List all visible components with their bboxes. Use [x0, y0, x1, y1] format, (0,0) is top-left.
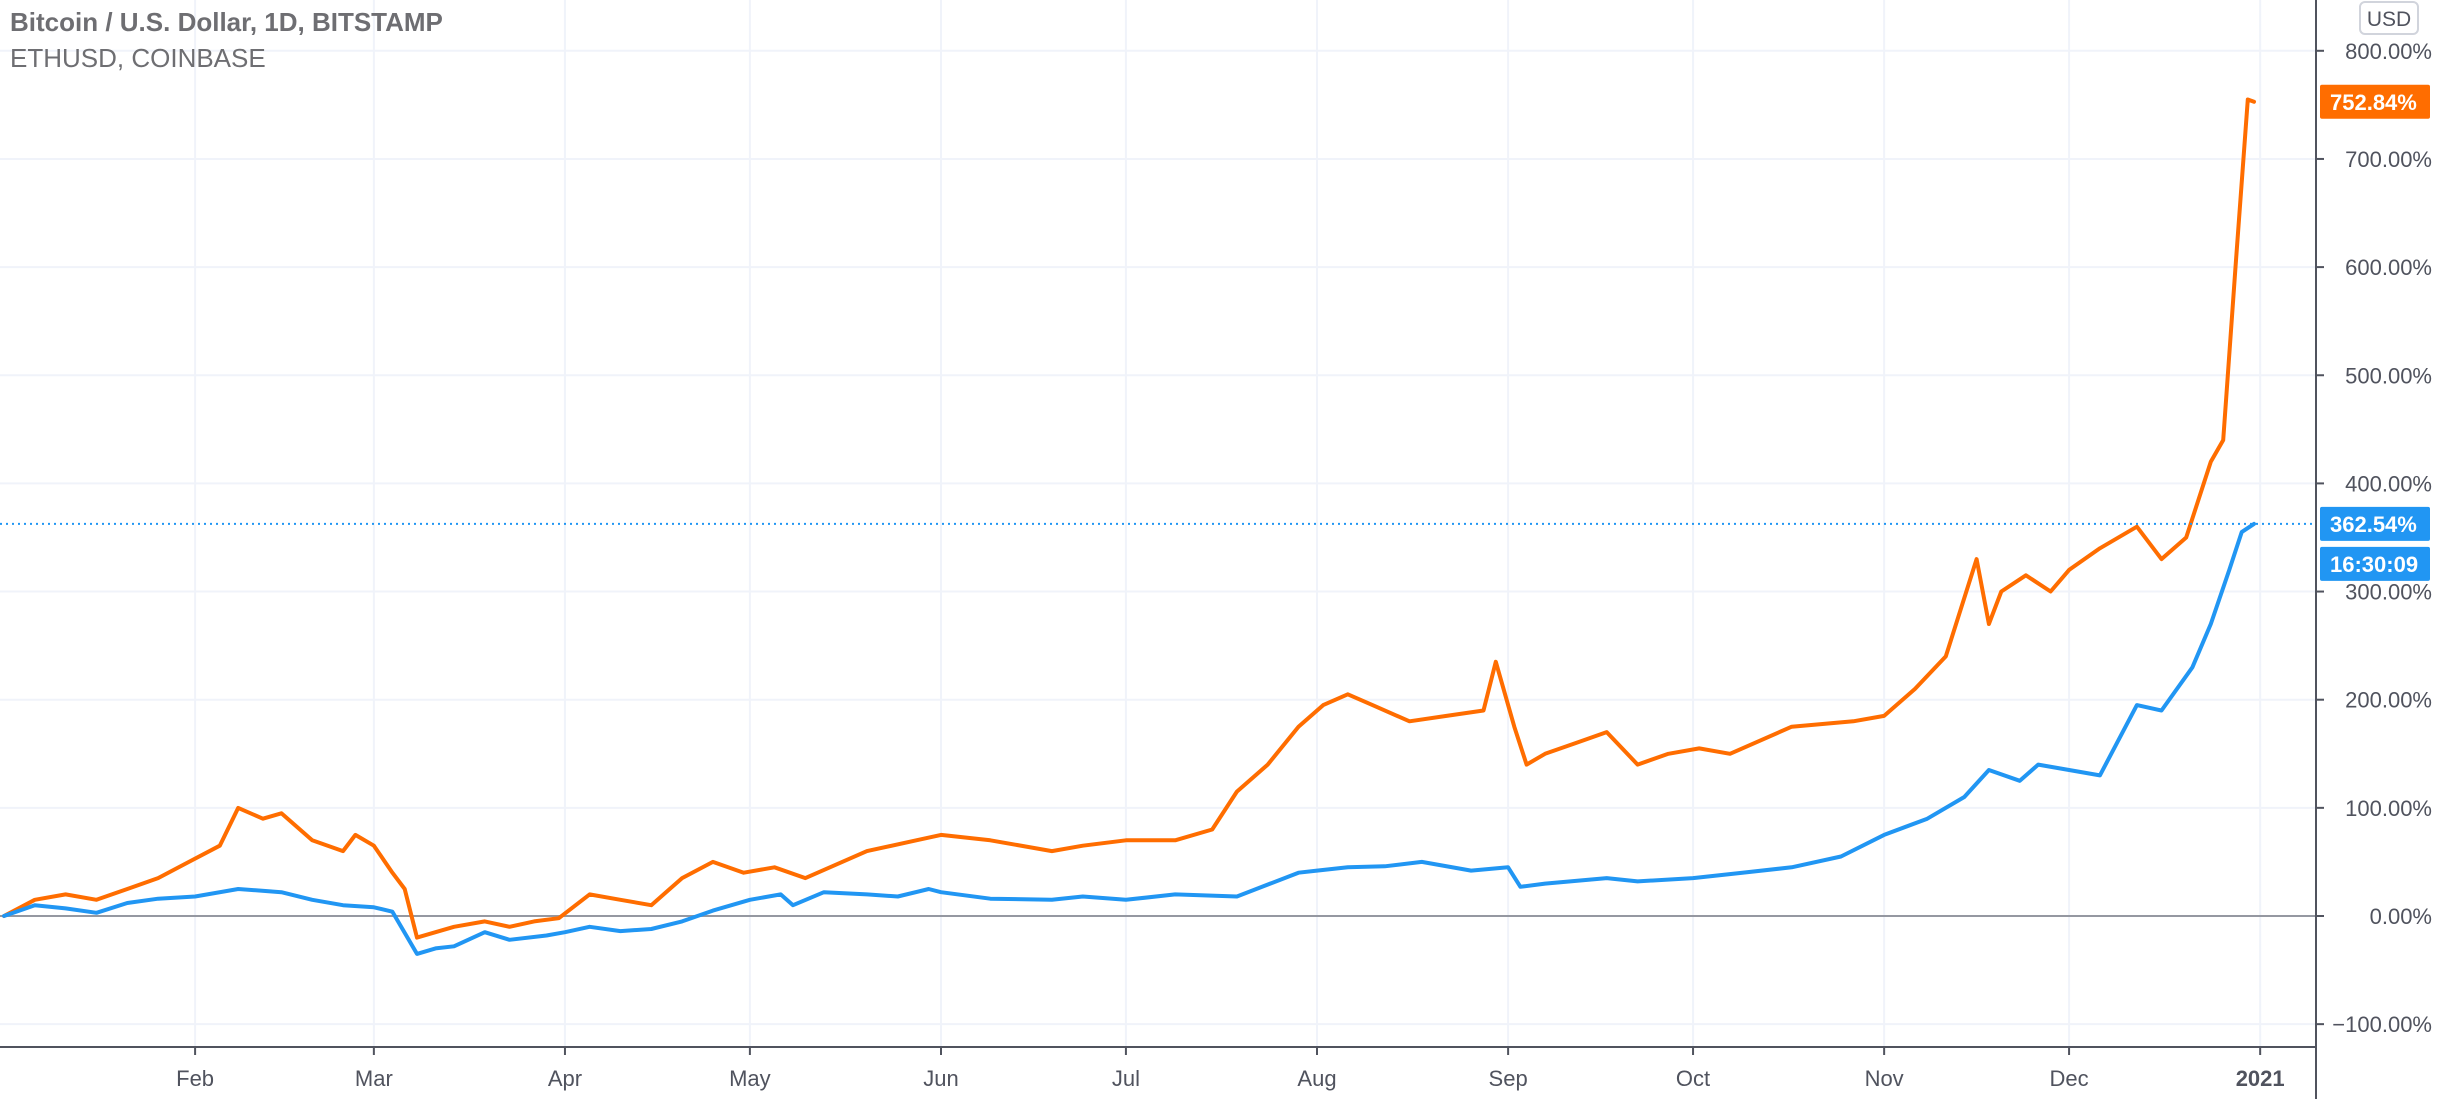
x-tick-label: Sep: [1489, 1066, 1528, 1091]
price-scale-labels: USD 752.84% 362.54% 16:30:09: [2320, 1, 2430, 581]
btc-last-value-label: 362.54%: [2320, 506, 2430, 541]
currency-badge[interactable]: USD: [2359, 1, 2419, 35]
y-tick-label: 400.00%: [2345, 471, 2432, 496]
y-tick-label: 300.00%: [2345, 580, 2432, 605]
y-tick-label: 600.00%: [2345, 255, 2432, 280]
x-tick-label: Oct: [1676, 1066, 1710, 1091]
y-tick-label: −100.00%: [2332, 1012, 2432, 1037]
legend-compare-symbol[interactable]: ETHUSD, COINBASE: [10, 43, 266, 73]
y-tick-label: 700.00%: [2345, 147, 2432, 172]
series-layer: [0, 97, 2316, 956]
x-tick-label: Mar: [355, 1066, 393, 1091]
eth-series-line: [2, 97, 2256, 940]
currency-badge-box: [2359, 1, 2419, 35]
btc-last-value-label-text: 362.54%: [2330, 512, 2417, 537]
x-tick-label: Aug: [1297, 1066, 1336, 1091]
y-tick-label: 200.00%: [2345, 688, 2432, 713]
eth-last-value-label: 752.84%: [2320, 84, 2430, 119]
btc-series-line: [2, 521, 2256, 956]
chart-legend: Bitcoin / U.S. Dollar, 1D, BITSTAMP ETHU…: [10, 4, 443, 76]
currency-badge-text: USD: [2367, 8, 2411, 31]
y-tick-label: 800.00%: [2345, 39, 2432, 64]
x-tick-label: Dec: [2050, 1066, 2089, 1091]
y-tick-label: 100.00%: [2345, 796, 2432, 821]
bar-countdown-label-bg: [2320, 546, 2430, 581]
eth-last-value-label-text: 752.84%: [2330, 90, 2417, 115]
x-tick-label: Feb: [176, 1066, 214, 1091]
y-tick-label: 500.00%: [2345, 363, 2432, 388]
x-tick-label: Apr: [548, 1066, 582, 1091]
bar-countdown-label: 16:30:09: [2320, 546, 2430, 581]
x-tick-label: Jun: [923, 1066, 958, 1091]
x-tick-label: Jul: [1112, 1066, 1140, 1091]
legend-main-symbol[interactable]: Bitcoin / U.S. Dollar, 1D, BITSTAMP: [10, 7, 443, 37]
x-tick-label: 2021: [2236, 1066, 2285, 1091]
eth-last-value-label-bg: [2320, 84, 2430, 119]
y-tick-label: 0.00%: [2370, 904, 2432, 929]
x-tick-label: May: [729, 1066, 771, 1091]
bar-countdown-label-text: 16:30:09: [2330, 552, 2418, 577]
btc-last-value-label-bg: [2320, 506, 2430, 541]
x-tick-label: Nov: [1865, 1066, 1904, 1091]
